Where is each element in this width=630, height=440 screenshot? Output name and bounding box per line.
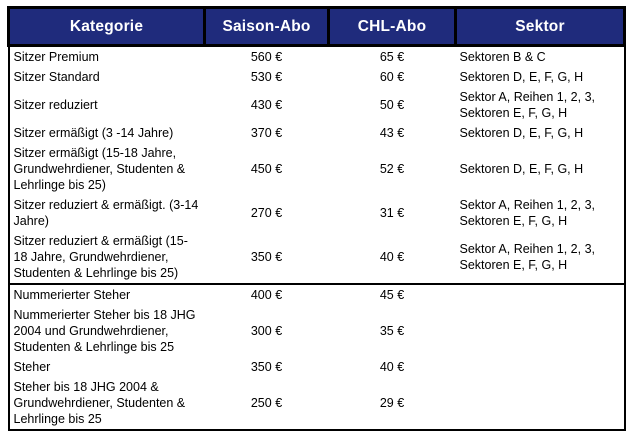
cell-sektor — [456, 305, 625, 357]
cell-kategorie: Sitzer reduziert — [13, 98, 98, 112]
cell-kategorie: Steher bis 18 JHG 2004 & Grundwehrdiener… — [13, 380, 186, 426]
table-row: Nummerierter Steher bis 18 JHG 2004 und … — [9, 305, 625, 357]
cell-sektor: Sektoren B & C — [459, 50, 546, 64]
cell-sektor: Sektoren D, E, F, G, H — [459, 162, 584, 176]
cell-chl: 45 € — [328, 283, 456, 305]
cell-chl: 31 € — [379, 206, 405, 220]
table-row: Sitzer reduziert & ermäßigt (15-18 Jahre… — [9, 231, 625, 284]
cell-chl: 50 € — [379, 98, 405, 112]
cell-chl: 65 € — [379, 50, 405, 64]
table-row: Sitzer reduziert 430 € 50 € Sektor A, Reihe… — [9, 87, 625, 123]
pricing-table-container: Kategorie Saison-Abo CHL-Abo Sektor Sitz… — [7, 6, 626, 431]
cell-kategorie: Sitzer ermäßigt (15-18 Jahre, Grundwehrd… — [13, 146, 186, 192]
table-row: Steher bis 18 JHG 2004 & Grundwehrdiener… — [9, 377, 625, 430]
cell-chl: 52 € — [379, 162, 405, 176]
cell-chl: 40 € — [379, 360, 405, 374]
cell-chl: 40 € — [379, 250, 405, 264]
cell-saison: 430 € — [250, 98, 283, 112]
cell-kategorie: Steher — [13, 360, 51, 374]
cell-saison: 450 € — [250, 162, 283, 176]
cell-sektor — [455, 283, 625, 305]
cell-kategorie: Nummerierter Steher bis 18 JHG 2004 und … — [13, 308, 196, 354]
cell-kategorie: Nummerierter Steher — [8, 283, 205, 305]
cell-sektor — [456, 357, 625, 377]
cell-sektor: Sektor A, Reihen 1, 2, 3, Sektoren E, F,… — [459, 198, 596, 228]
cell-kategorie: Sitzer Premium — [13, 50, 99, 64]
cell-kategorie: Sitzer Standard — [13, 70, 100, 84]
cell-saison: 350 € — [250, 250, 283, 264]
cell-sektor: Sektoren D, E, F, G, H — [459, 126, 584, 140]
column-header-saison-abo: Saison-Abo — [203, 6, 330, 47]
table-row: Steher 350 € 40 € — [9, 357, 625, 377]
pricing-table-header: Kategorie Saison-Abo CHL-Abo Sektor — [7, 6, 626, 47]
cell-chl: 29 € — [379, 396, 405, 410]
pricing-table: Kategorie Saison-Abo CHL-Abo Sektor Sitz… — [7, 6, 626, 431]
cell-saison: 400 € — [204, 283, 329, 305]
column-header-sektor: Sektor — [454, 6, 626, 47]
cell-sektor: Sektor A, Reihen 1, 2, 3, Sektoren E, F,… — [459, 242, 596, 272]
table-row: Sitzer Premium 560 € 65 € Sektoren B & C — [9, 46, 625, 68]
cell-sektor: Sektor A, Reihen 1, 2, 3, Sektoren E, F,… — [459, 90, 596, 120]
cell-saison: 270 € — [250, 206, 283, 220]
column-header-chl-abo: CHL-Abo — [327, 6, 457, 47]
table-row: Nummerierter Steher 400 €45 € — [8, 283, 625, 305]
pricing-table-body: Sitzer Premium 560 €65 € Sektoren B & C Sit… — [8, 46, 625, 431]
cell-saison: 350 € — [250, 360, 283, 374]
cell-sektor: Sektoren D, E, F, G, H — [459, 70, 584, 84]
table-row: Sitzer ermäßigt (3 -14 Jahre) 370 € 43 € Se… — [9, 123, 625, 143]
cell-saison: 370 € — [250, 126, 283, 140]
cell-saison: 250 € — [250, 396, 283, 410]
cell-kategorie: Sitzer ermäßigt (3 -14 Jahre) — [13, 126, 174, 140]
table-row: Sitzer reduziert & ermäßigt. (3-14 Jahre… — [9, 195, 625, 231]
cell-chl: 43 € — [379, 126, 405, 140]
header-row: Kategorie Saison-Abo CHL-Abo Sektor — [7, 6, 626, 47]
table-row: Sitzer Standard 530 € 60 € Sektoren D, E, F… — [9, 67, 625, 87]
cell-saison: 530 € — [250, 70, 283, 84]
cell-kategorie: Sitzer reduziert & ermäßigt. (3-14 Jahre… — [13, 198, 199, 228]
column-header-kategorie: Kategorie — [7, 6, 206, 47]
cell-chl: 60 € — [379, 70, 405, 84]
cell-saison: 300 € — [250, 324, 283, 338]
cell-chl: 35 € — [379, 324, 405, 338]
table-row: Sitzer ermäßigt (15-18 Jahre, Grundwehrd… — [9, 143, 625, 195]
cell-saison: 560 € — [250, 50, 283, 64]
cell-kategorie: Sitzer reduziert & ermäßigt (15-18 Jahre… — [13, 234, 188, 280]
cell-sektor — [456, 377, 625, 430]
